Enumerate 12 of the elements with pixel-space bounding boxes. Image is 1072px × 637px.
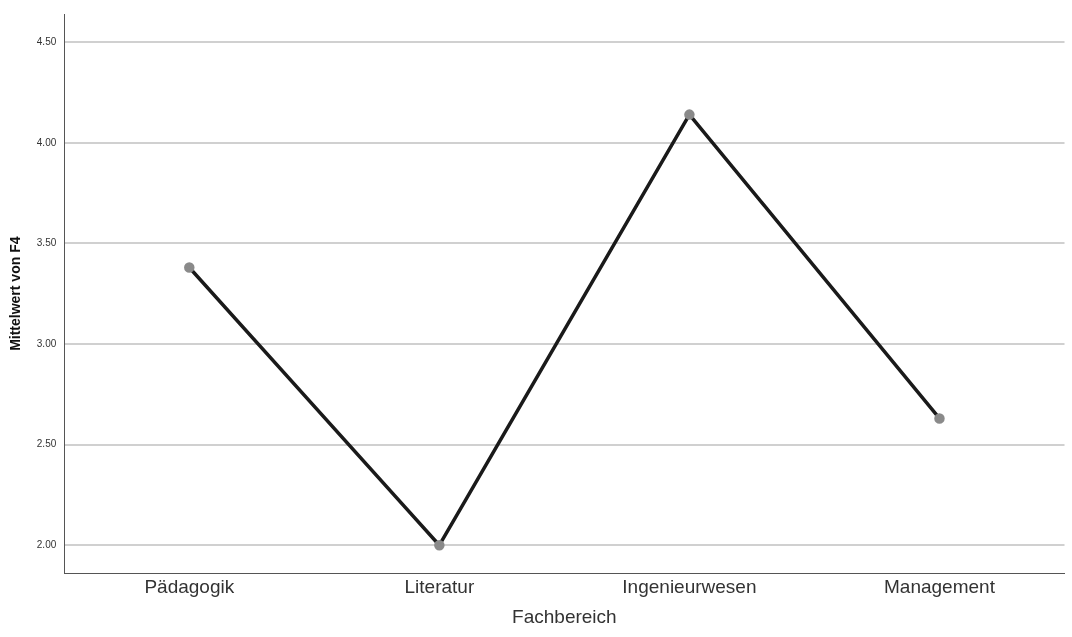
- x-tick-label: Literatur: [404, 576, 475, 598]
- y-tick-label: 3.50: [36, 237, 57, 249]
- y-tick-label: 4.50: [36, 35, 57, 47]
- x-axis-title: Fachbereich: [512, 605, 617, 627]
- y-tick-label: 2.00: [36, 538, 57, 550]
- x-tick-label: Pädagogik: [144, 576, 235, 598]
- y-axis-title: Mittelwert von F4: [7, 236, 24, 351]
- x-tick-label: Ingenieurwesen: [622, 576, 757, 598]
- y-tick-label: 3.00: [36, 337, 57, 349]
- x-tick-label: Management: [884, 576, 996, 598]
- y-tick-label: 4.00: [36, 136, 57, 148]
- y-tick-label: 2.50: [36, 438, 57, 450]
